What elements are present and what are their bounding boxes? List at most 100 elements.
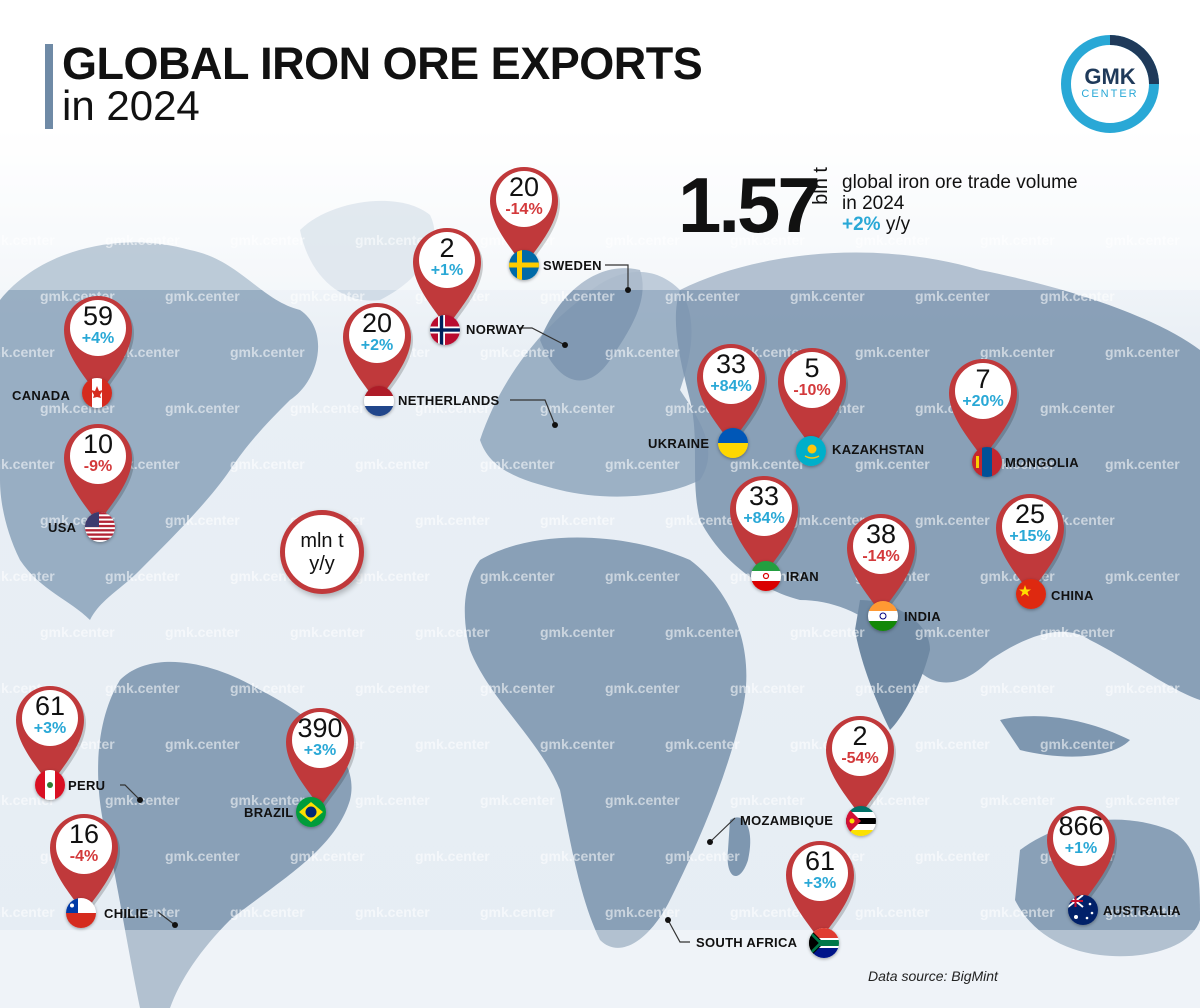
pin-marker-icon <box>996 494 1066 597</box>
watermark-text: gmk.center <box>980 680 1055 696</box>
pin-value: 2 <box>852 721 868 751</box>
watermark-text: gmk.center <box>540 736 615 752</box>
total-volume-value: 1.57 <box>678 161 821 249</box>
pin-marker-icon <box>16 686 86 789</box>
watermark-text: gmk.center <box>855 456 930 472</box>
country-label: INDIA <box>904 609 941 624</box>
country-label: BRAZIL <box>244 805 294 820</box>
pin-value: 5 <box>804 353 820 383</box>
watermark-text: gmk.center <box>355 904 430 920</box>
watermark-text: gmk.center <box>605 456 680 472</box>
pin-marker-icon <box>413 228 483 331</box>
pin-change: +15% <box>1009 528 1051 545</box>
norway-flag-icon <box>430 315 460 345</box>
watermark-text: gmk.center <box>605 232 680 248</box>
pin-change: +1% <box>1064 840 1098 857</box>
watermark-text: gmk.center <box>1105 680 1180 696</box>
pin-marker-icon <box>343 303 413 406</box>
europe-landmass <box>480 271 709 497</box>
pin-marker-icon <box>949 359 1019 462</box>
watermark-text: gmk.center <box>855 232 930 248</box>
country-label: UKRAINE <box>648 436 710 451</box>
watermark-text: gmk.center <box>855 680 930 696</box>
watermark-text: gmk.center <box>665 288 740 304</box>
watermark-text: gmk.center <box>605 344 680 360</box>
mongolia-flag-icon <box>972 447 1002 477</box>
watermark-text: gmk.center <box>730 680 805 696</box>
pin-value: 33 <box>748 481 780 511</box>
watermark-text: gmk.center <box>480 344 555 360</box>
watermark-text: gmk.center <box>480 904 555 920</box>
scandinavia-landmass <box>540 268 643 381</box>
watermark-text: gmk.center <box>855 904 930 920</box>
country-label: USA <box>48 520 77 535</box>
watermark-text: gmk.center <box>540 624 615 640</box>
watermark-text: gmk.center <box>915 512 990 528</box>
watermark-text: gmk.center <box>730 232 805 248</box>
pin-value: 20 <box>508 172 540 202</box>
watermark-text: gmk.center <box>730 456 805 472</box>
watermark-text: gmk.center <box>355 680 430 696</box>
watermark-text: gmk.center <box>355 232 430 248</box>
watermark-text: gmk.center <box>915 624 990 640</box>
southeast-asia-islands <box>1000 716 1130 757</box>
watermark-text: gmk.center <box>480 680 555 696</box>
australia-flag-icon <box>1068 895 1098 925</box>
pin-marker-icon <box>697 344 767 447</box>
pin-value: 390 <box>297 713 343 743</box>
page-subtitle: in 2024 <box>62 82 200 129</box>
pin-value: 866 <box>1058 811 1104 841</box>
pin-change: +84% <box>743 510 785 527</box>
watermark-text: gmk.center <box>1040 400 1115 416</box>
pin-marker-icon <box>826 716 896 819</box>
watermark-text: gmk.center <box>1105 792 1180 808</box>
watermark-text: gmk.center <box>415 512 490 528</box>
pin-marker-icon <box>847 514 917 617</box>
pin-value: 10 <box>82 429 114 459</box>
pin-marker-icon <box>286 708 356 811</box>
watermark-text: gmk.center <box>165 512 240 528</box>
watermark-text: gmk.center <box>230 456 305 472</box>
pin-change: +3% <box>803 875 837 892</box>
country-label: SWEDEN <box>543 258 602 273</box>
watermark-text: gmk.center <box>730 904 805 920</box>
watermark-text: gmk.center <box>355 456 430 472</box>
country-label: NETHERLANDS <box>398 393 500 408</box>
sweden-flag-icon <box>509 250 539 280</box>
watermark-text: gmk.center <box>540 512 615 528</box>
pin-value: 20 <box>361 308 393 338</box>
watermark-text: gmk.center <box>480 456 555 472</box>
legend-unit: mln t <box>300 530 344 552</box>
south-africa-flag-icon <box>809 928 839 958</box>
kazakhstan-flag-icon <box>796 436 826 466</box>
pin-marker-icon <box>490 167 560 270</box>
watermark-text: gmk.center <box>665 848 740 864</box>
legend-marker: mln t y/y <box>280 510 364 594</box>
pin-value: 38 <box>865 519 897 549</box>
country-label: IRAN <box>786 569 819 584</box>
watermark-text: gmk.center <box>0 904 55 920</box>
watermark-text: gmk.center <box>290 288 365 304</box>
pin-marker-icon <box>64 296 134 399</box>
pin-value: 59 <box>82 301 114 331</box>
pin-change: -10% <box>793 382 831 399</box>
pin-change: +3% <box>33 720 67 737</box>
watermark-text: gmk.center <box>355 792 430 808</box>
africa-landmass <box>464 537 747 948</box>
title-accent-bar <box>45 44 53 129</box>
pin-value: 61 <box>804 846 836 876</box>
pin-change: +4% <box>81 330 115 347</box>
pin-change: -9% <box>83 458 113 475</box>
watermark-text: gmk.center <box>230 344 305 360</box>
pin-change: +2% <box>360 337 394 354</box>
pin-marker-icon <box>64 424 134 527</box>
watermark-text: gmk.center <box>0 456 55 472</box>
gmk-center-logo-icon <box>1061 35 1159 133</box>
mozambique-flag-icon <box>846 806 876 836</box>
watermark-text: gmk.center <box>0 344 55 360</box>
canada-flag-icon <box>82 378 112 408</box>
watermark-text: gmk.center <box>415 400 490 416</box>
watermark-text: gmk.center <box>230 792 305 808</box>
watermark-text: gmk.center <box>165 400 240 416</box>
